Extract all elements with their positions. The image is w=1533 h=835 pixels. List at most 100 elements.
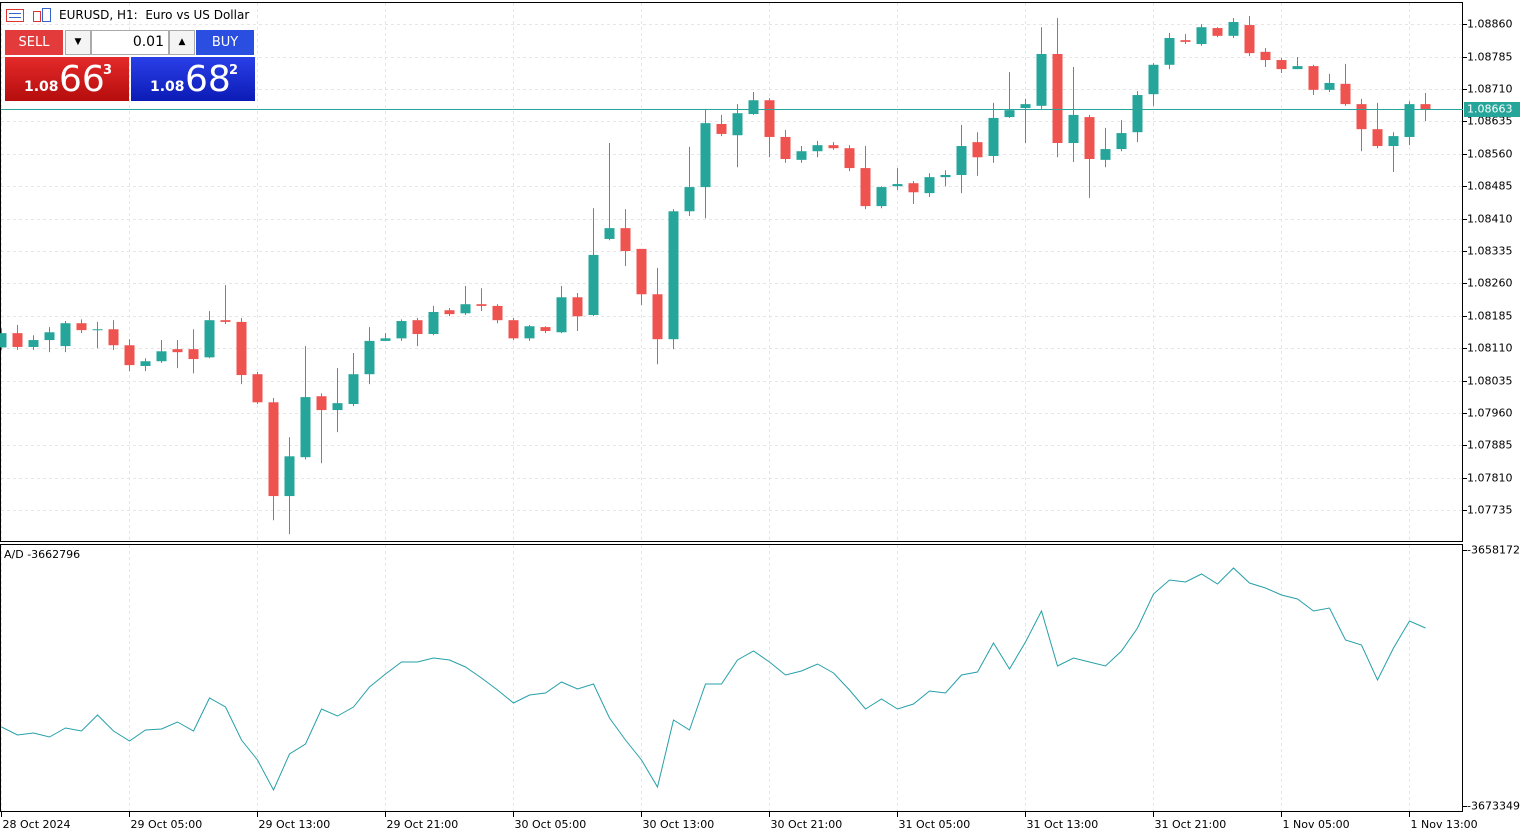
indicator-line xyxy=(1,567,1426,792)
bid-big: 66 xyxy=(59,59,105,100)
y-tick-label: -3658172 xyxy=(1467,544,1520,557)
candle-body xyxy=(1196,27,1207,45)
candle-body xyxy=(28,340,39,347)
candle-body xyxy=(876,187,887,207)
ask-quote[interactable]: 1.08 68 2 xyxy=(131,57,255,101)
candle-body xyxy=(860,168,871,207)
ask-prefix: 1.08 xyxy=(150,79,185,95)
candle-body xyxy=(348,374,359,405)
candle-body xyxy=(604,228,615,239)
x-tick-label: 30 Oct 13:00 xyxy=(643,818,715,831)
y-tick-label: 1.07810 xyxy=(1467,472,1513,485)
y-tick-label: 1.08485 xyxy=(1467,180,1513,193)
candle-body xyxy=(492,305,503,321)
candle-body xyxy=(908,183,919,193)
candle-body xyxy=(316,396,327,411)
bid-quote[interactable]: 1.08 66 3 xyxy=(5,57,129,101)
candle-body xyxy=(668,211,679,340)
candle-body xyxy=(636,248,647,295)
candle-body xyxy=(268,402,279,497)
plot xyxy=(0,15,1463,792)
y-tick-label: 1.07735 xyxy=(1467,504,1513,517)
candle-body xyxy=(1004,110,1015,118)
candle-body xyxy=(220,320,231,322)
candle-body xyxy=(716,123,727,134)
y-tick-label: 1.08035 xyxy=(1467,375,1513,388)
volume-down[interactable]: ▼ xyxy=(65,30,91,55)
candle-body xyxy=(364,340,375,375)
candle-body xyxy=(380,338,391,341)
candle-body xyxy=(156,351,167,362)
candle-body xyxy=(1100,149,1111,160)
candle-body xyxy=(1308,66,1319,90)
candle-body xyxy=(1340,83,1351,105)
candle-body xyxy=(940,174,951,178)
trade-panel: EURUSD, H1: Euro vs US Dollar SELL ▼ 0.0… xyxy=(0,0,260,104)
x-tick-label: 1 Nov 13:00 xyxy=(1411,818,1478,831)
candle-body xyxy=(284,456,295,497)
candle-body xyxy=(732,113,743,136)
buy-button[interactable]: BUY xyxy=(196,30,254,55)
candle-body xyxy=(1228,22,1239,36)
volume-up[interactable]: ▲ xyxy=(169,30,195,55)
candle-body xyxy=(748,100,759,115)
candle-body xyxy=(252,374,263,403)
candle-body xyxy=(796,151,807,160)
y-tick-label: -3673349 xyxy=(1467,800,1520,813)
volume-input[interactable]: 0.01 xyxy=(91,30,169,55)
candle-body xyxy=(1164,38,1175,65)
y-tick-label: 1.08710 xyxy=(1467,83,1513,96)
bid-small: 3 xyxy=(103,63,113,78)
sell-button[interactable]: SELL xyxy=(5,30,63,55)
candle-body xyxy=(1260,51,1271,61)
x-tick-label: 31 Oct 05:00 xyxy=(899,818,971,831)
y-tick-label: 1.08785 xyxy=(1467,51,1513,64)
candle-body xyxy=(1084,117,1095,159)
candle-body xyxy=(0,333,7,348)
candle-body xyxy=(1036,53,1047,106)
candle-body xyxy=(572,297,583,317)
y-tick-label: 1.08185 xyxy=(1467,310,1513,323)
candle-body xyxy=(1116,133,1127,150)
candle-body xyxy=(700,123,711,188)
candle-body xyxy=(44,332,55,341)
icon-depth[interactable] xyxy=(33,11,41,22)
candle-body xyxy=(1324,82,1335,90)
candle-body xyxy=(92,329,103,331)
candle-body xyxy=(1244,25,1255,54)
y-tick-label: 1.08410 xyxy=(1467,213,1513,226)
candle-body xyxy=(396,321,407,339)
candle-body xyxy=(956,146,967,175)
candle-body xyxy=(1420,104,1431,110)
candle-body xyxy=(1052,53,1063,144)
indicator-last-value: -3662796 xyxy=(27,548,80,561)
indicator-panel-frame xyxy=(0,544,1463,812)
x-tick-label: 29 Oct 05:00 xyxy=(131,818,203,831)
candle-body xyxy=(1180,40,1191,42)
candle-body xyxy=(540,327,551,331)
candle-body xyxy=(892,184,903,187)
candle-body xyxy=(972,142,983,158)
candle-body xyxy=(1148,64,1159,95)
candle-body xyxy=(556,297,567,333)
candle-body xyxy=(652,294,663,340)
candle-body xyxy=(140,361,151,366)
x-tick-label: 31 Oct 21:00 xyxy=(1155,818,1227,831)
grid xyxy=(1,3,1463,811)
candle-body xyxy=(1068,114,1079,144)
candle-body xyxy=(1388,136,1399,147)
ask-big: 68 xyxy=(185,59,231,100)
candle-body xyxy=(780,136,791,159)
axes: 28 Oct 2024 29 Oct 05:00 29 Oct 13:00 29 Oc… xyxy=(1,18,1520,831)
icon-trade[interactable] xyxy=(6,9,24,22)
candle-body xyxy=(1372,129,1383,147)
x-tick-label: 30 Oct 21:00 xyxy=(771,818,843,831)
x-tick-label: 29 Oct 13:00 xyxy=(259,818,331,831)
y-tick-label: 1.07960 xyxy=(1467,407,1513,420)
candle-body xyxy=(1132,95,1143,133)
candle-body xyxy=(476,304,487,306)
candle-body xyxy=(124,345,135,366)
candle-body xyxy=(428,311,439,335)
candle-body xyxy=(60,323,71,347)
candle-body xyxy=(620,228,631,252)
